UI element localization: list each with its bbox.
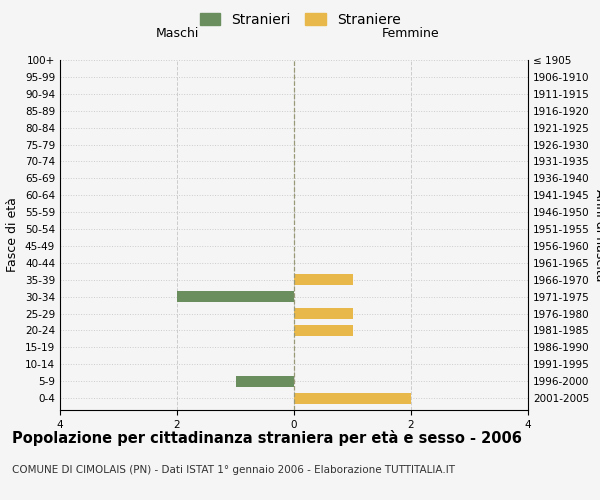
Bar (294, 392, 411, 404)
Text: Popolazione per cittadinanza straniera per età e sesso - 2006: Popolazione per cittadinanza straniera p… (12, 430, 522, 446)
Text: Femmine: Femmine (382, 26, 440, 40)
Text: Maschi: Maschi (155, 26, 199, 40)
Bar (177, 291, 294, 302)
Bar (235, 376, 294, 386)
Y-axis label: Anni di nascita: Anni di nascita (593, 188, 600, 281)
Y-axis label: Fasce di età: Fasce di età (7, 198, 19, 272)
Bar (294, 308, 353, 319)
Text: COMUNE DI CIMOLAIS (PN) - Dati ISTAT 1° gennaio 2006 - Elaborazione TUTTITALIA.I: COMUNE DI CIMOLAIS (PN) - Dati ISTAT 1° … (12, 465, 455, 475)
Legend: Stranieri, Straniere: Stranieri, Straniere (194, 7, 406, 32)
Bar (294, 325, 353, 336)
Bar (294, 274, 353, 285)
